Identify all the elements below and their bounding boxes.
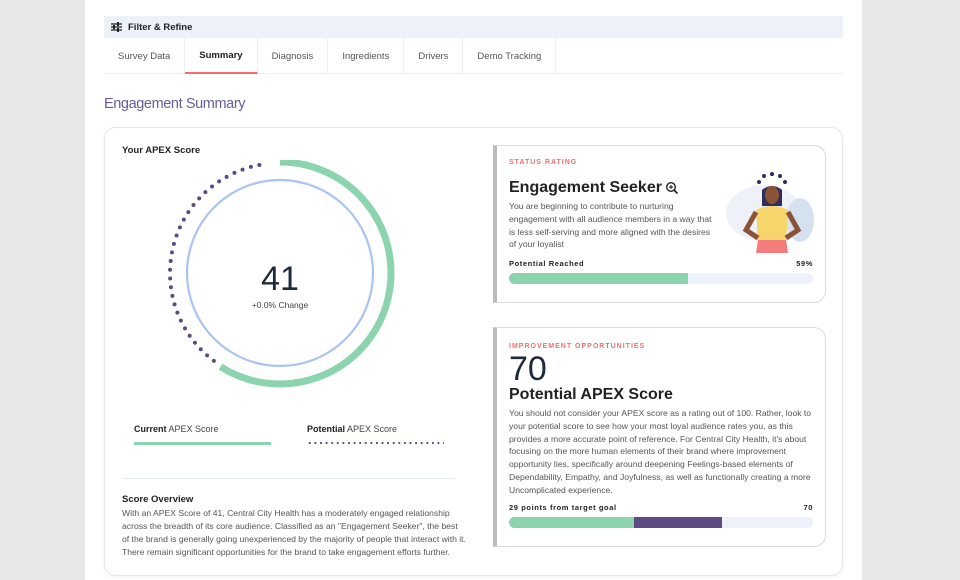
potential-dot: [198, 347, 203, 352]
potential-dot: [182, 326, 187, 331]
legend-current-bold: Current: [134, 424, 167, 434]
potential-dot: [168, 285, 173, 290]
inner-ring: [185, 178, 375, 368]
potential-dot: [217, 179, 222, 184]
filter-label: Filter & Refine: [128, 21, 193, 33]
improvement-box: IMPROVEMENT OPPORTUNITIES 70 Potential A…: [493, 327, 826, 547]
potential-dot: [178, 318, 183, 323]
potential-dot: [257, 162, 262, 167]
summary-card: Your APEX Score 41 +0.0% Change Current …: [104, 127, 843, 576]
potential-reached-row: Potential Reached 59%: [509, 259, 813, 268]
improvement-text: You should not consider your APEX score …: [509, 408, 812, 495]
target-goal-bar: [509, 516, 813, 528]
potential-dot: [248, 164, 253, 169]
potential-reached-value: 59%: [796, 259, 813, 269]
apex-score-heading: Your APEX Score: [122, 145, 201, 156]
improvement-eyebrow: IMPROVEMENT OPPORTUNITIES: [509, 343, 646, 350]
potential-dot: [240, 167, 245, 172]
potential-dot: [211, 358, 216, 363]
tab-ingredients[interactable]: Ingredients: [328, 38, 405, 74]
divider: [122, 478, 455, 479]
score-value: 41: [261, 260, 299, 298]
legend-potential-rest: APEX Score: [345, 424, 398, 434]
overview-heading: Score Overview: [122, 494, 194, 505]
potential-score-title: Potential APEX Score: [509, 386, 673, 403]
tab-bar: Survey Data Summary Diagnosis Ingredient…: [104, 38, 843, 74]
main-panel: Filter & Refine Survey Data Summary Diag…: [85, 0, 862, 580]
score-overview: Score Overview With an APEX Score of 41,…: [122, 493, 467, 559]
potential-dot: [168, 276, 173, 281]
tab-diagnosis[interactable]: Diagnosis: [258, 38, 329, 74]
filter-refine-bar[interactable]: Filter & Refine: [104, 16, 843, 38]
potential-score-dots: [168, 162, 262, 363]
status-rating-box: STATUS RATING Engagement Seeker You are …: [493, 145, 826, 303]
overview-text: With an APEX Score of 41, Central City H…: [122, 508, 466, 557]
zoom-in-icon[interactable]: [665, 181, 679, 195]
status-title: Engagement Seeker: [509, 179, 662, 196]
apex-score-gauge: 41 +0.0% Change: [168, 160, 395, 388]
character-illustration-icon: [726, 172, 814, 253]
target-goal-value: 70: [803, 502, 813, 512]
sliders-icon: [111, 22, 122, 32]
potential-dot: [181, 217, 186, 222]
potential-dot: [172, 302, 177, 307]
potential-score-value: 70: [509, 350, 547, 388]
potential-reached-label: Potential Reached: [509, 259, 585, 269]
potential-dot: [224, 174, 229, 179]
legend-potential: Potential APEX Score: [307, 424, 444, 444]
current-score-fill: [509, 516, 634, 528]
tab-summary[interactable]: Summary: [185, 38, 258, 74]
potential-dot: [177, 225, 182, 230]
potential-dot: [210, 184, 215, 189]
potential-dot: [168, 267, 173, 272]
legend-current: Current APEX Score: [134, 424, 271, 445]
legend-current-line: [134, 442, 271, 445]
potential-dot: [169, 250, 174, 255]
potential-dot: [187, 333, 192, 338]
potential-dot: [205, 353, 210, 358]
potential-dot: [192, 340, 197, 345]
potential-dot: [175, 310, 180, 315]
legend-potential-bold: Potential: [307, 424, 346, 434]
potential-dot: [203, 190, 208, 195]
score-change: +0.0% Change: [252, 300, 309, 310]
status-eyebrow: STATUS RATING: [509, 159, 578, 166]
potential-dot: [174, 233, 179, 238]
potential-dot: [191, 203, 196, 208]
potential-reached-fill: [509, 273, 689, 285]
tab-survey-data[interactable]: Survey Data: [104, 38, 186, 74]
potential-dot: [170, 293, 175, 298]
potential-reached-bar: [509, 273, 813, 285]
tab-demo-tracking[interactable]: Demo Tracking: [463, 38, 557, 74]
current-score-arc: [218, 160, 395, 388]
tab-drivers[interactable]: Drivers: [404, 38, 464, 74]
potential-dot: [168, 259, 173, 264]
target-goal-label: 29 points from target goal: [509, 502, 617, 512]
page-title: Engagement Summary: [104, 96, 246, 112]
potential-dot: [232, 170, 237, 175]
gap-fill: [633, 516, 722, 528]
target-goal-row: 29 points from target goal 70: [509, 503, 813, 512]
potential-dot: [171, 241, 176, 246]
legend-current-rest: APEX Score: [166, 424, 219, 434]
legend-potential-dots: [307, 442, 444, 444]
potential-dot: [186, 210, 191, 215]
potential-dot: [197, 196, 202, 201]
status-text: You are beginning to contribute to nurtu…: [509, 201, 712, 250]
